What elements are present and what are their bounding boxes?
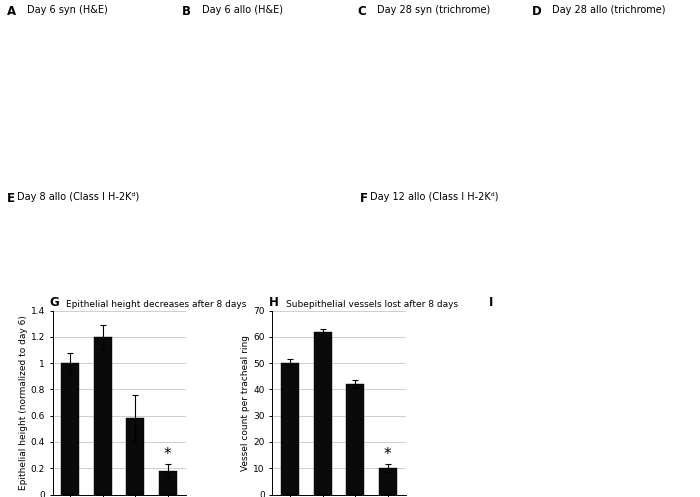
Bar <box>379 468 397 495</box>
Y-axis label: Vessel count per tracheal ring: Vessel count per tracheal ring <box>241 334 251 471</box>
Bar <box>127 418 144 495</box>
Bar <box>281 363 299 495</box>
Text: H: H <box>269 296 279 309</box>
Text: Day 28 allo (trichrome): Day 28 allo (trichrome) <box>552 4 666 15</box>
Text: B: B <box>182 4 191 18</box>
Text: F: F <box>360 192 368 205</box>
Text: C: C <box>357 4 365 18</box>
Text: *: * <box>384 446 391 462</box>
Text: Day 6 syn (H&E): Day 6 syn (H&E) <box>27 4 108 15</box>
Bar <box>94 337 112 495</box>
Text: Day 12 allo (Class I H-2Kᵈ): Day 12 allo (Class I H-2Kᵈ) <box>370 192 498 202</box>
Text: Day 8 allo (Class I H-2Kᵈ): Day 8 allo (Class I H-2Kᵈ) <box>18 192 139 202</box>
Text: Day 28 syn (trichrome): Day 28 syn (trichrome) <box>377 4 491 15</box>
Text: G: G <box>49 296 59 309</box>
Text: I: I <box>489 296 493 309</box>
Bar <box>62 363 79 495</box>
Y-axis label: Epithelial height (normalized to day 6): Epithelial height (normalized to day 6) <box>19 315 28 490</box>
Text: *: * <box>164 446 172 462</box>
Text: D: D <box>532 4 542 18</box>
Text: Day 6 allo (H&E): Day 6 allo (H&E) <box>202 4 284 15</box>
Text: E: E <box>7 192 15 205</box>
Text: A: A <box>7 4 16 18</box>
Bar <box>314 331 332 495</box>
Bar <box>159 471 176 495</box>
Bar <box>346 384 364 495</box>
Text: Subepithelial vessels lost after 8 days: Subepithelial vessels lost after 8 days <box>286 300 458 309</box>
Text: Epithelial height decreases after 8 days: Epithelial height decreases after 8 days <box>66 300 247 309</box>
